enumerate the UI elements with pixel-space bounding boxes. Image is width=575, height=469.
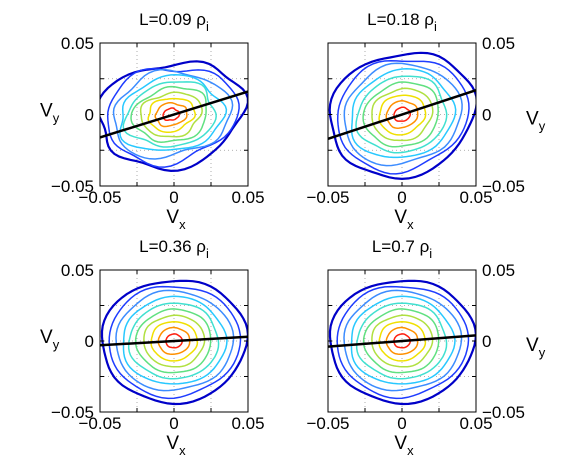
tick-marks: [99, 42, 249, 187]
contour-level-9: [154, 101, 188, 128]
contour-level-4: [350, 68, 457, 159]
fit-line: [100, 90, 248, 139]
y-tick-label: 0: [85, 106, 94, 125]
y-tick-label: 0.05: [482, 34, 515, 53]
x-axis-label: Vx: [166, 207, 186, 232]
y-tick-label: 0: [85, 332, 94, 351]
contour-level-6: [134, 308, 212, 374]
x-tick-label: 0.05: [231, 414, 264, 433]
contour-set: [100, 279, 248, 406]
x-tick-label: −0.05: [306, 414, 349, 433]
y-tick-label: −0.05: [482, 177, 525, 196]
contour-level-1: [100, 60, 248, 173]
x-tick-label: −0.05: [306, 188, 349, 207]
contour-level-2: [336, 285, 470, 400]
contour-level-4: [122, 295, 228, 385]
contour-level-8: [147, 97, 196, 133]
x-tick-label: 0.05: [459, 188, 492, 207]
contour-level-6: [362, 81, 439, 148]
x-tick-label: 0: [169, 414, 178, 433]
contour-level-3: [343, 289, 463, 392]
contour-level-1: [328, 51, 476, 181]
x-tick-label: 0: [397, 188, 406, 207]
contour-level-4: [119, 74, 228, 151]
y-axis-label: Vy: [40, 101, 60, 126]
x-tick-label: 0.05: [231, 188, 264, 207]
x-axis-label: Vx: [166, 433, 186, 458]
contour-level-5: [127, 302, 220, 380]
contour-level-1: [100, 279, 248, 406]
fit-line: [100, 335, 248, 347]
contour-level-10: [393, 106, 411, 122]
contour-level-3: [343, 62, 463, 167]
x-axis-label: Vx: [394, 207, 414, 232]
y-axis-label: Vy: [526, 109, 546, 134]
x-tick-label: 0.05: [459, 414, 492, 433]
y-tick-label: 0.05: [482, 261, 515, 280]
contour-level-4: [350, 295, 456, 385]
y-tick-label: 0.05: [61, 261, 94, 280]
contour-level-5: [355, 302, 448, 380]
contour-set: [328, 279, 476, 406]
tick-marks: [99, 269, 249, 413]
chart-title: L=0.36 ρi: [139, 237, 209, 261]
x-tick-label: 0: [397, 414, 406, 433]
y-tick-label: −0.05: [51, 403, 94, 422]
contour-level-8: [378, 94, 427, 136]
contour-level-2: [106, 67, 240, 168]
contour-level-3: [115, 289, 235, 392]
contour-level-10: [162, 107, 181, 121]
contour-level-2: [336, 59, 470, 175]
y-tick-label: −0.05: [482, 403, 525, 422]
contour-set: [100, 60, 248, 173]
y-tick-label: 0.05: [61, 34, 94, 53]
y-axis-label: Vy: [526, 335, 546, 360]
x-tick-label: 0: [169, 188, 178, 207]
contour-level-6: [130, 85, 207, 143]
chart-title: L=0.09 ρi: [139, 10, 209, 34]
contour-level-1: [328, 279, 476, 406]
tick-marks: [327, 269, 477, 413]
x-tick-label: −0.05: [78, 414, 121, 433]
y-tick-label: 0: [482, 106, 491, 125]
y-tick-label: −0.05: [51, 177, 94, 196]
contour-level-5: [122, 81, 217, 148]
contour-level-7: [371, 314, 434, 368]
fit-line: [328, 89, 476, 140]
contour-level-8: [378, 321, 427, 362]
contour-level-7: [371, 87, 434, 142]
tick-marks: [327, 42, 477, 187]
contour-level-5: [355, 75, 448, 154]
y-axis-label: Vy: [40, 327, 60, 352]
fit-line: [328, 334, 476, 348]
chart-title: L=0.18 ρi: [367, 10, 437, 34]
contour-level-6: [362, 308, 440, 374]
y-tick-label: 0: [482, 332, 491, 351]
contour-level-7: [139, 91, 203, 138]
panel-3: −0.05 0 0.05 −0.05 0 0.05 L=0.36 ρi Vx Vy: [40, 237, 265, 458]
contour-set: [328, 51, 476, 181]
contour-level-9: [385, 100, 419, 129]
x-tick-label: −0.05: [78, 188, 121, 207]
x-axis-label: Vx: [394, 433, 414, 458]
contour-level-3: [112, 68, 234, 160]
chart-title: L=0.7 ρi: [372, 237, 432, 261]
panel-1: −0.05 0 0.05 −0.05 0 0.05 L=0.09 ρi Vx Vy: [40, 10, 265, 232]
contour-level-2: [108, 285, 242, 400]
